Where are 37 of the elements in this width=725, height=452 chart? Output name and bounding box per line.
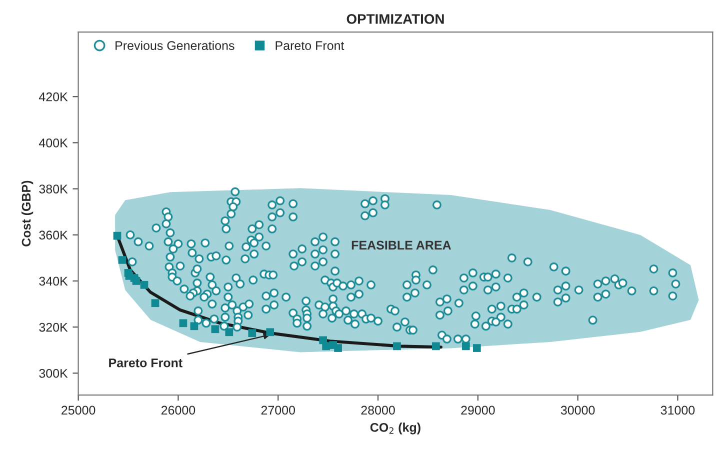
y-tick-label: 360K [39, 230, 68, 240]
point [393, 342, 401, 350]
annotation: Pareto Front [109, 358, 182, 368]
x-axis-title: CO$_{2}$ (kg) [370, 422, 420, 434]
point [132, 277, 140, 285]
point [190, 322, 198, 330]
point [462, 342, 470, 350]
point [225, 328, 234, 336]
legend-label: Previous Generations [116, 40, 234, 50]
x-tick-label: 31000 [660, 406, 695, 415]
point [266, 328, 274, 336]
point [472, 344, 481, 352]
point [432, 342, 440, 350]
point [151, 299, 160, 308]
annotation: FEASIBLE AREA [352, 240, 451, 250]
x-tick-label: 25000 [62, 406, 96, 415]
x-tick-label: 28000 [361, 406, 395, 415]
y-tick-label: 400K [38, 138, 68, 148]
y-tick-label: 340K [39, 276, 68, 286]
y-tick-label: 300K [39, 368, 68, 378]
point [118, 256, 126, 264]
point [211, 325, 220, 334]
legend-label: Pareto Front [276, 41, 344, 50]
x-tick-label: 27000 [261, 406, 295, 415]
x-tick-label: 30000 [560, 406, 595, 415]
point [248, 329, 256, 337]
y-tick-label: 420K [38, 92, 68, 102]
y-tick-label: 320K [39, 322, 68, 332]
x-tick-label: 26000 [161, 406, 196, 415]
y-tick-label: 380K [39, 184, 68, 194]
x-tick-label: 29000 [461, 406, 495, 415]
chart-title: OPTIMIZATION [346, 14, 444, 24]
point [113, 232, 122, 240]
point [334, 344, 342, 352]
y-axis-title: Cost (GBP) [21, 180, 34, 246]
point [179, 319, 188, 328]
point [140, 280, 148, 289]
